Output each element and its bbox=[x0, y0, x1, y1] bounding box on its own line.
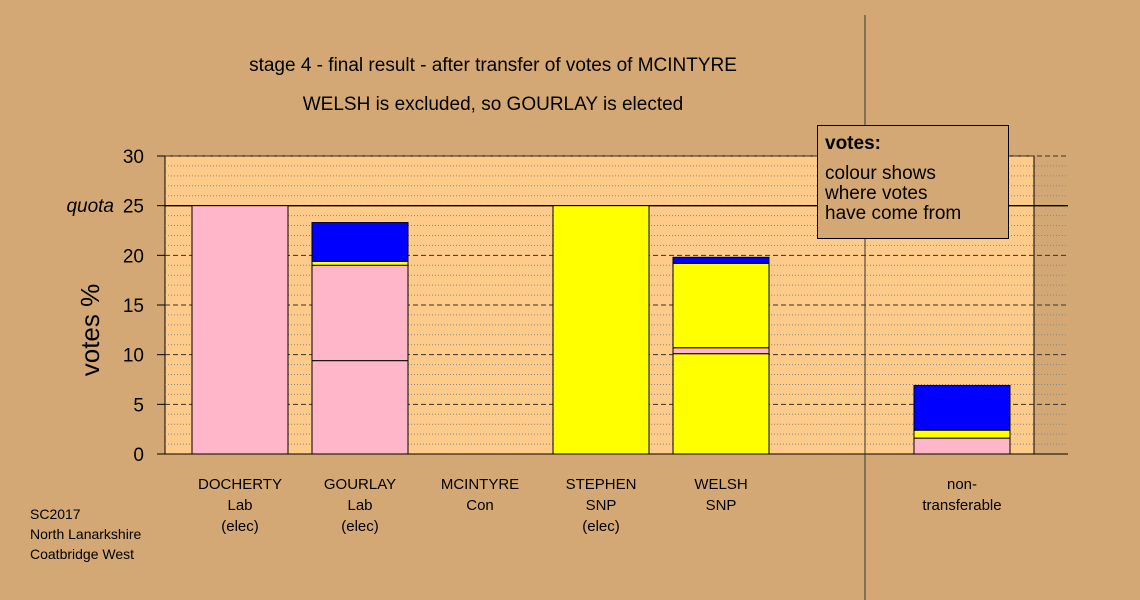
bar-segment bbox=[191, 205, 289, 455]
x-tick-label: (elec) bbox=[341, 518, 379, 535]
axes: 0 5 10 15 20 25 30 bbox=[123, 147, 1068, 466]
y-tick-label: 30 bbox=[123, 147, 144, 168]
x-tick-label: (elec) bbox=[221, 518, 259, 535]
bar-segment bbox=[913, 384, 1011, 431]
legend-line: where votes bbox=[825, 183, 928, 204]
x-tick-label: WELSH bbox=[694, 476, 747, 493]
x-tick-label: SNP bbox=[706, 497, 737, 514]
x-tick-label: GOURLAY bbox=[324, 476, 396, 493]
bar-segment bbox=[913, 429, 1011, 439]
footnote-line: North Lanarkshire bbox=[30, 526, 142, 542]
y-tick-label: 5 bbox=[133, 395, 144, 416]
bar-segment bbox=[672, 262, 770, 349]
x-tick-label: MCINTYRE bbox=[441, 476, 519, 493]
legend-line: have come from bbox=[825, 203, 962, 224]
x-tick-label: SNP bbox=[586, 497, 617, 514]
bar-segment bbox=[672, 256, 770, 264]
x-tick-label: Lab bbox=[347, 497, 372, 514]
bar-segment bbox=[552, 205, 650, 455]
x-tick-label: DOCHERTY bbox=[198, 476, 282, 493]
y-tick-label: 20 bbox=[123, 246, 144, 267]
bars: DOCHERTY Lab (elec) GOURLAY Lab (elec) MCINTYR… bbox=[191, 205, 1011, 535]
x-tick-label: Lab bbox=[227, 497, 252, 514]
legend-box: votes: colour shows where votes have com… bbox=[817, 125, 1009, 239]
y-axis-label: votes % bbox=[75, 284, 105, 377]
chart-subtitle: WELSH is excluded, so GOURLAY is elected bbox=[303, 94, 684, 115]
y-tick-label: 25 bbox=[123, 197, 144, 218]
y-tick-label: 10 bbox=[123, 346, 144, 367]
bar-segment bbox=[672, 353, 770, 455]
chart-title: stage 4 - final result - after transfer … bbox=[249, 55, 737, 76]
bar-segment bbox=[311, 264, 409, 362]
legend-line: colour shows bbox=[825, 163, 936, 184]
x-tick-label: non- bbox=[947, 476, 977, 493]
bar-segment bbox=[311, 222, 409, 262]
x-tick-label: Con bbox=[466, 497, 494, 514]
x-tick-label: transferable bbox=[922, 497, 1001, 514]
footnote-line: Coatbridge West bbox=[30, 546, 135, 562]
footnote-line: SC2017 bbox=[30, 506, 81, 522]
x-tick-label: (elec) bbox=[582, 518, 620, 535]
footnote: SC2017 North Lanarkshire Coatbridge West bbox=[30, 504, 141, 564]
legend-heading: votes: bbox=[825, 133, 881, 154]
bar-segment bbox=[672, 347, 770, 355]
quota-label: quota bbox=[66, 196, 114, 217]
bar-segment bbox=[311, 360, 409, 455]
x-tick-label: STEPHEN bbox=[566, 476, 637, 493]
y-tick-label: 15 bbox=[123, 296, 144, 317]
bar-segment bbox=[913, 437, 1011, 455]
bar-segment bbox=[311, 260, 409, 266]
y-tick-label: 0 bbox=[133, 445, 144, 466]
